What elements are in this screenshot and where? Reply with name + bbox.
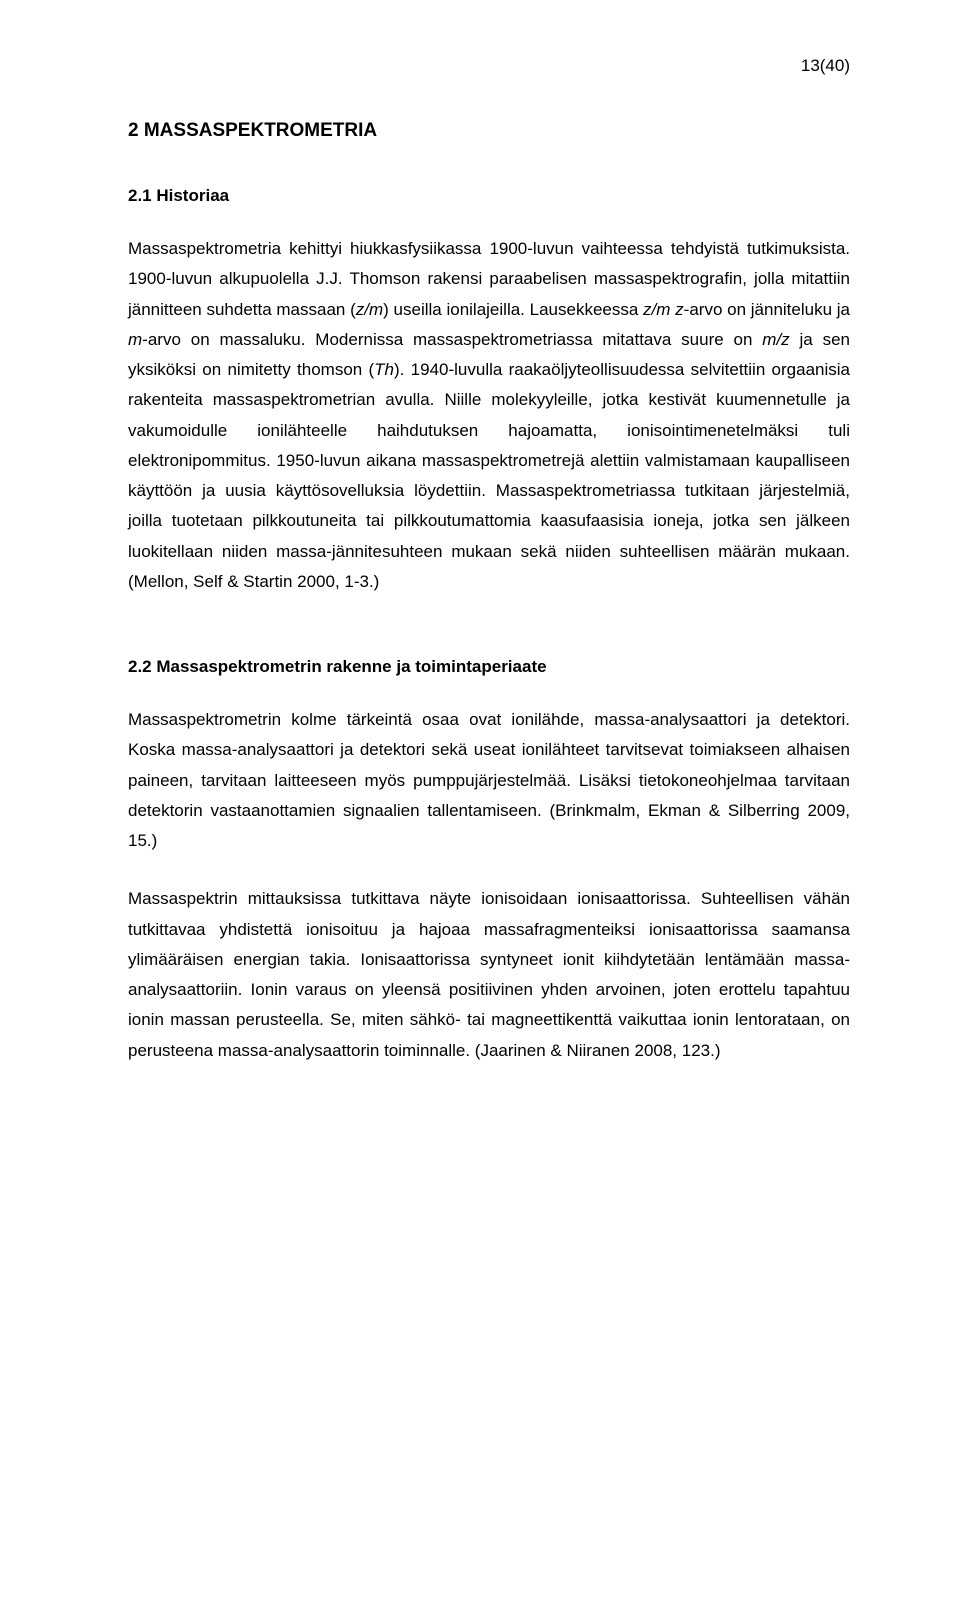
paragraph-2-2-2: Massaspektrin mittauksissa tutkittava nä… (128, 884, 850, 1066)
paragraph-2-2-1: Massaspektrometrin kolme tärkeintä osaa … (128, 705, 850, 856)
page-number: 13(40) (801, 56, 850, 76)
paragraph-2-1: Massaspektrometria kehittyi hiukkasfysii… (128, 234, 850, 597)
heading-section-2-1: 2.1 Historiaa (128, 186, 850, 206)
heading-section-2-2: 2.2 Massaspektrometrin rakenne ja toimin… (128, 657, 850, 677)
heading-main: 2 MASSASPEKTROMETRIA (128, 120, 850, 142)
